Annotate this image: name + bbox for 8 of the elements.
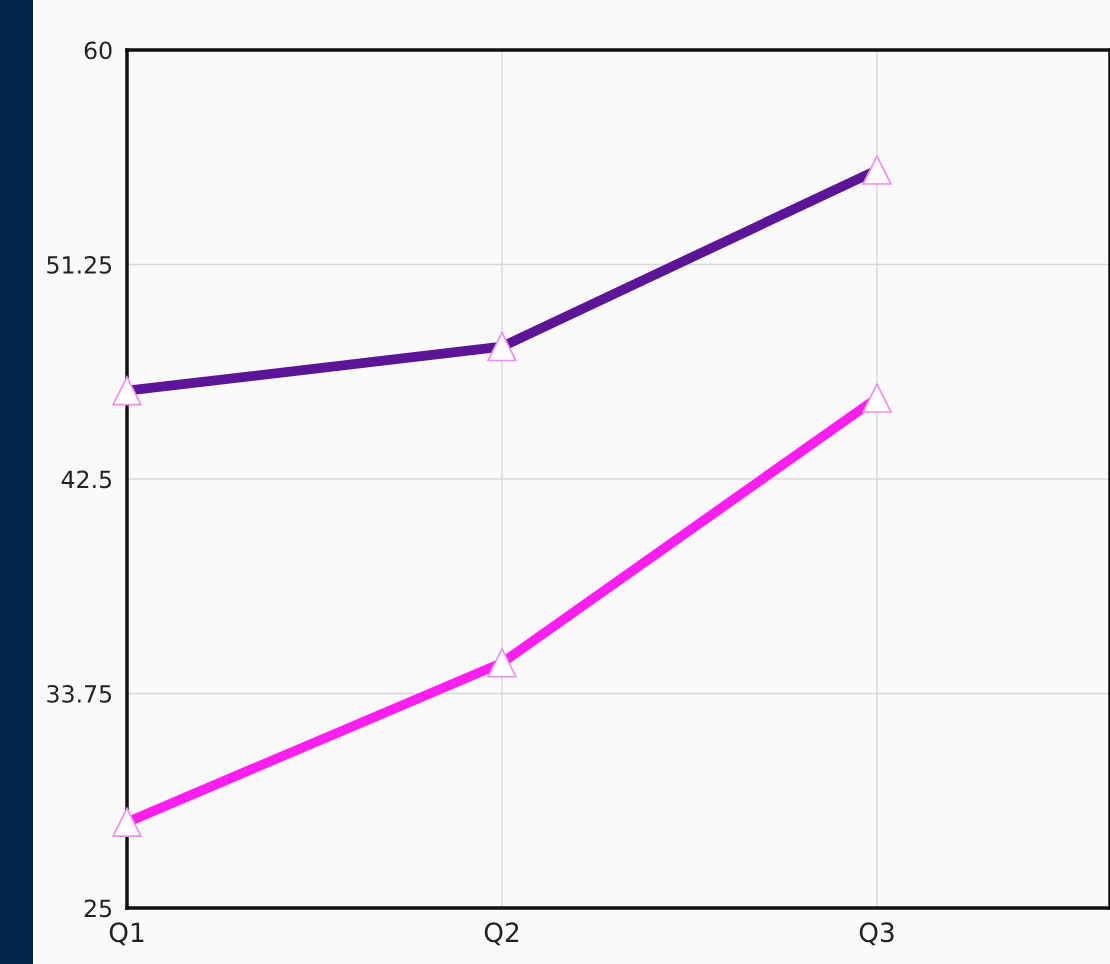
x-tick-label: Q1 bbox=[109, 922, 144, 946]
y-tick-label: 42.5 bbox=[61, 470, 112, 489]
y-tick-label: 60 bbox=[84, 41, 112, 60]
y-tick-label: 25 bbox=[84, 899, 112, 918]
x-tick-label: Q2 bbox=[484, 922, 519, 946]
y-tick-label: 33.75 bbox=[47, 684, 112, 703]
y-tick-label: 51.25 bbox=[47, 255, 112, 274]
x-tick-label: Q3 bbox=[859, 922, 894, 946]
